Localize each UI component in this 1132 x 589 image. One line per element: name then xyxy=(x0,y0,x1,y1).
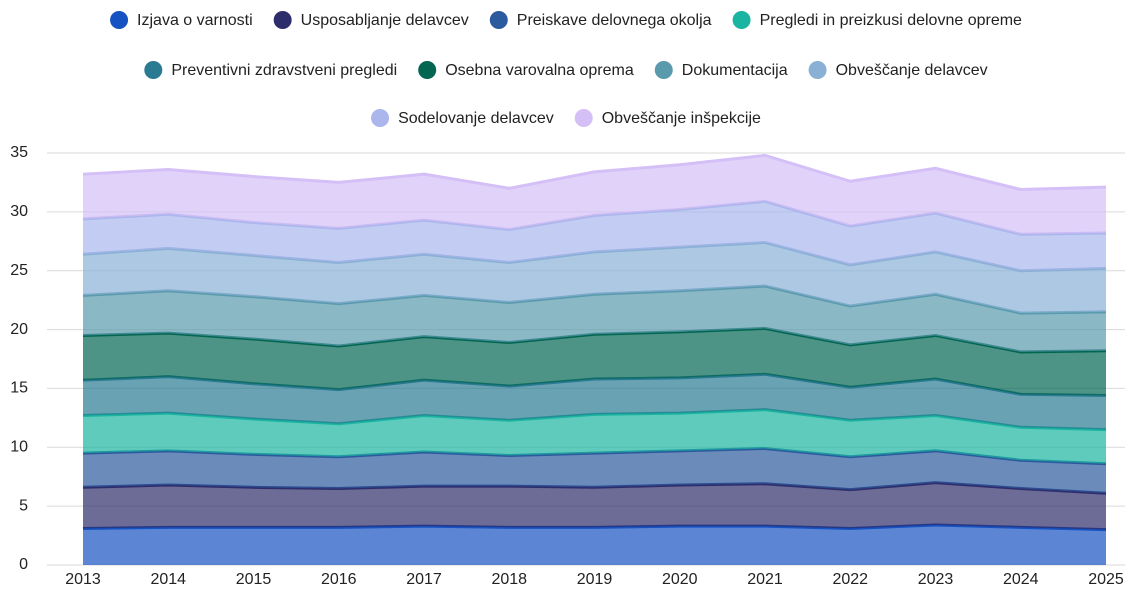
y-tick-label: 5 xyxy=(19,497,28,514)
legend-marker xyxy=(808,61,827,79)
y-tick-label: 0 xyxy=(19,556,28,573)
legend-marker xyxy=(371,109,390,127)
legend-item[interactable]: Obveščanje delavcev xyxy=(808,61,988,79)
area xyxy=(83,242,1106,314)
x-tick-label: 2022 xyxy=(832,571,868,588)
legend-label: Sodelovanje delavcev xyxy=(398,110,554,127)
x-tick-label: 2019 xyxy=(577,571,613,588)
area xyxy=(83,448,1106,494)
x-tick-label: 2017 xyxy=(406,571,442,588)
legend-item[interactable]: Usposabljanje delavcev xyxy=(273,11,469,29)
y-tick-label: 10 xyxy=(10,439,28,456)
y-tick-label: 15 xyxy=(10,380,28,397)
area xyxy=(83,286,1106,352)
area xyxy=(83,409,1106,464)
legend-label: Preiskave delovnega okolja xyxy=(517,12,712,29)
x-tick-label: 2023 xyxy=(918,571,954,588)
y-tick-label: 30 xyxy=(10,203,28,220)
y-tick-label: 35 xyxy=(10,144,28,161)
x-tick-label: 2024 xyxy=(1003,571,1039,588)
legend-label: Izjava o varnosti xyxy=(137,12,253,29)
area xyxy=(83,482,1106,530)
x-tick-label: 2021 xyxy=(747,571,783,588)
area xyxy=(83,524,1106,565)
legend-label: Pregledi in preizkusi delovne opreme xyxy=(760,12,1022,29)
legend-item[interactable]: Sodelovanje delavcev xyxy=(371,109,554,127)
area-line xyxy=(82,153,1107,191)
legend-item[interactable]: Preiskave delovnega okolja xyxy=(489,11,712,29)
legend-item[interactable]: Preventivni zdravstveni pregledi xyxy=(144,61,397,79)
x-tick-label: 2018 xyxy=(491,571,527,588)
x-tick-label: 2013 xyxy=(65,571,101,588)
legend-label: Dokumentacija xyxy=(682,62,788,79)
legend-label: Osebna varovalna oprema xyxy=(445,62,634,79)
x-tick-label: 2016 xyxy=(321,571,357,588)
legend-item[interactable]: Dokumentacija xyxy=(654,61,788,79)
legend-marker xyxy=(144,61,163,79)
legend-marker xyxy=(732,11,751,29)
x-tick-label: 2015 xyxy=(236,571,272,588)
legend-label: Obveščanje delavcev xyxy=(836,62,988,79)
legend-marker xyxy=(489,11,508,29)
areas xyxy=(82,153,1107,565)
legend-item[interactable]: Obveščanje inšpekcije xyxy=(574,109,761,127)
area xyxy=(83,155,1106,235)
legend-marker xyxy=(654,61,673,79)
legend-label: Usposabljanje delavcev xyxy=(301,12,469,29)
legend-item[interactable]: Osebna varovalna oprema xyxy=(418,61,634,79)
legend-label: Obveščanje inšpekcije xyxy=(602,110,761,127)
x-tick-label: 2014 xyxy=(150,571,186,588)
legend-label: Preventivni zdravstveni pregledi xyxy=(171,62,397,79)
area xyxy=(83,201,1106,271)
y-tick-label: 20 xyxy=(10,321,28,338)
legend-marker xyxy=(110,11,129,29)
legend-marker xyxy=(574,109,593,127)
legend-item[interactable]: Izjava o varnosti xyxy=(110,11,253,29)
x-tick-label: 2020 xyxy=(662,571,698,588)
legend-marker xyxy=(273,11,292,29)
x-tick-label: 2025 xyxy=(1088,571,1124,588)
legend-item[interactable]: Pregledi in preizkusi delovne opreme xyxy=(732,11,1022,29)
y-tick-label: 25 xyxy=(10,262,28,279)
legend-marker xyxy=(418,61,437,79)
